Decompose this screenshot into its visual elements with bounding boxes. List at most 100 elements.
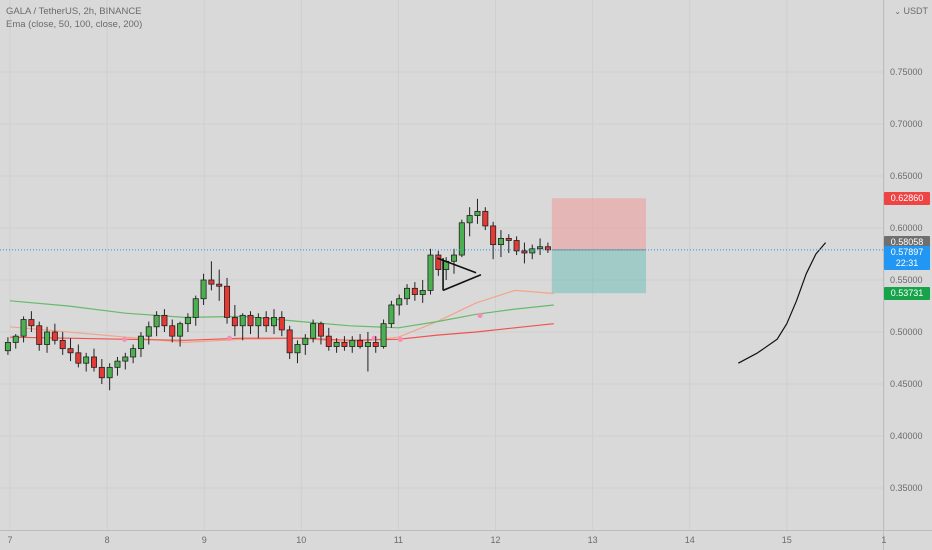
- candle-down: [216, 269, 223, 301]
- candle-down: [357, 334, 364, 349]
- candle-up: [349, 336, 356, 353]
- candle-body: [513, 240, 520, 252]
- stop-loss-zone: [551, 198, 647, 250]
- candle-body: [12, 335, 19, 343]
- time-tick-label: 13: [588, 535, 598, 545]
- candle-down: [325, 327, 332, 351]
- candle-body: [302, 337, 309, 345]
- candle-down: [169, 319, 176, 343]
- ema-markers: [121, 312, 483, 342]
- candle-body: [427, 254, 434, 291]
- candle-body: [372, 341, 379, 347]
- candle-up: [380, 319, 387, 349]
- candle-body: [67, 348, 74, 354]
- candle-body: [435, 254, 442, 270]
- candle-down: [98, 359, 105, 384]
- candle-body: [388, 304, 395, 325]
- time-axis[interactable]: 7 8 9 10 11 12 13 14 15 1: [7, 535, 886, 545]
- candle-body: [177, 323, 184, 337]
- candle-body: [137, 335, 144, 350]
- candle-up: [450, 248, 457, 274]
- position-box[interactable]: [551, 198, 647, 294]
- time-tick-label: 1: [881, 535, 886, 545]
- price-tick-label: 0.70000: [890, 119, 923, 129]
- candle-body: [98, 366, 105, 379]
- time-tick-label: 8: [105, 535, 110, 545]
- take-profit-zone: [551, 249, 647, 294]
- candle-down: [28, 311, 35, 332]
- candle-up: [310, 319, 317, 343]
- candle-body: [404, 287, 411, 300]
- candle-down: [75, 344, 82, 368]
- price-axis[interactable]: 0.35000 0.40000 0.45000 0.50000 0.55000 0.600…: [890, 67, 923, 493]
- candle-up: [419, 280, 426, 303]
- candle-body: [294, 344, 301, 354]
- price-tick-label: 0.60000: [890, 223, 923, 233]
- candle-body: [231, 317, 238, 327]
- candle-body: [44, 331, 51, 345]
- candle-body: [419, 289, 426, 295]
- candle-up: [192, 295, 199, 326]
- candle-down: [544, 242, 551, 253]
- candle-body: [278, 317, 285, 331]
- price-tick-label: 0.50000: [890, 327, 923, 337]
- indicator-legend[interactable]: Ema (close, 50, 100, close, 200): [6, 19, 143, 30]
- candle-up: [177, 321, 184, 347]
- candle-body: [28, 319, 35, 327]
- candle-body: [59, 339, 66, 350]
- forecast-brush-curve: [738, 242, 827, 364]
- cross-marker: [226, 335, 233, 341]
- currency-label[interactable]: ⌄ USDT: [894, 6, 928, 16]
- candle-body: [286, 329, 293, 354]
- candle-up: [44, 326, 51, 353]
- candle-up: [12, 334, 19, 349]
- candle-down: [521, 242, 528, 264]
- candle-up: [364, 332, 371, 372]
- candle-up: [404, 284, 411, 305]
- candle-up: [130, 344, 137, 364]
- candle-body: [325, 335, 332, 347]
- candle-body: [521, 250, 528, 254]
- price-tick-label: 0.75000: [890, 67, 923, 77]
- ema-lines: [9, 289, 554, 343]
- candle-body: [490, 225, 497, 246]
- candle-up: [4, 337, 11, 355]
- user-drawings[interactable]: [436, 242, 827, 364]
- candle-body: [224, 285, 231, 318]
- candle-up: [497, 230, 504, 258]
- candle-body: [239, 314, 246, 327]
- candle-body: [364, 341, 371, 347]
- candle-down: [278, 311, 285, 337]
- candle-down: [263, 311, 270, 332]
- candle-down: [161, 309, 168, 332]
- candles: [4, 198, 551, 391]
- candle-up: [239, 313, 246, 341]
- symbol-title[interactable]: GALA / TetherUS, 2h, BINANCE: [6, 6, 142, 17]
- time-tick-label: 9: [202, 535, 207, 545]
- candle-body: [411, 287, 418, 295]
- cross-marker: [397, 336, 403, 342]
- candle-body: [341, 341, 348, 347]
- candle-body: [255, 317, 262, 327]
- candle-down: [51, 323, 58, 345]
- candle-body: [20, 319, 27, 337]
- candle-body: [537, 246, 544, 250]
- candle-body: [317, 323, 324, 337]
- candle-body: [357, 339, 364, 347]
- ema-mid-line: [9, 300, 554, 329]
- candle-up: [106, 363, 113, 391]
- candle-body: [529, 248, 536, 254]
- price-tick-label: 0.40000: [890, 431, 923, 441]
- candle-body: [184, 317, 191, 325]
- candle-body: [349, 339, 356, 347]
- candle-body: [270, 317, 277, 327]
- candle-body: [208, 279, 215, 285]
- candle-down: [513, 236, 520, 256]
- candle-down: [435, 250, 442, 276]
- time-tick-label: 14: [685, 535, 695, 545]
- candle-up: [333, 338, 340, 353]
- candle-body: [122, 356, 129, 362]
- current-price-tag: 0.57897 22:31: [884, 245, 930, 270]
- cross-marker: [477, 312, 483, 318]
